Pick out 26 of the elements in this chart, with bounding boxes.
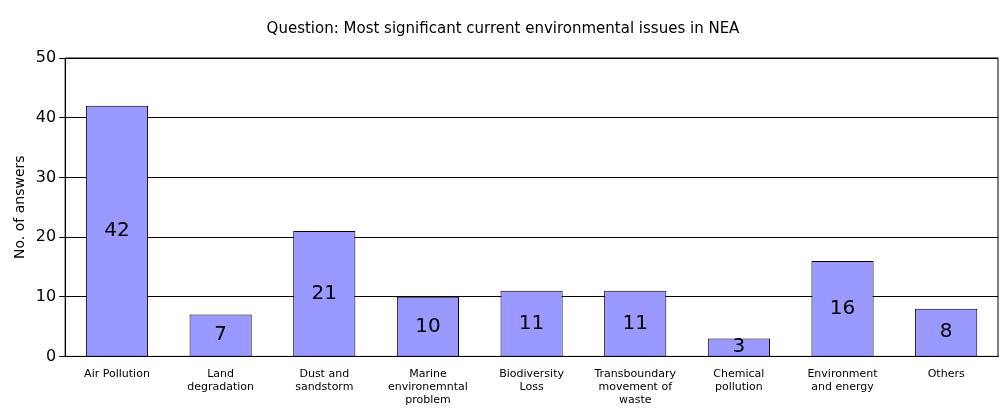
data-label: 7	[214, 321, 227, 346]
y-tick-label: 50	[35, 47, 57, 67]
y-tick-label: 10	[35, 285, 57, 305]
chart-title: Question: Most significant current environmental issues in NEA	[266, 18, 741, 37]
data-label: 42	[104, 217, 130, 242]
data-label: 10	[415, 312, 441, 337]
x-tick-label: Others	[927, 366, 965, 380]
y-tick-label: 40	[35, 106, 57, 126]
x-tick-label: Marine environemntal problem	[388, 366, 468, 407]
data-label: 16	[829, 294, 856, 319]
data-label: 8	[939, 318, 953, 343]
data-label: 11	[622, 309, 648, 334]
x-tick-label: Transboundary movement of waste	[593, 366, 677, 407]
data-label: 11	[518, 309, 545, 334]
y-tick-label: 30	[35, 166, 57, 186]
x-tick-label: Land degradation	[187, 366, 255, 394]
y-tick-label: 0	[45, 345, 57, 365]
data-label: 3	[732, 333, 746, 358]
x-tick-label: Chemical pollution	[713, 366, 765, 394]
data-label: 21	[311, 279, 338, 304]
x-tick-label: Air Pollution	[84, 366, 150, 380]
x-tick-label: Biodiversity Loss	[499, 366, 565, 394]
y-tick-label: 20	[35, 226, 57, 246]
x-tick-label: Dust and sandstorm	[295, 366, 354, 394]
x-tick-label: Environment and energy	[807, 366, 879, 394]
y-axis-title: No. of answers	[11, 155, 28, 259]
